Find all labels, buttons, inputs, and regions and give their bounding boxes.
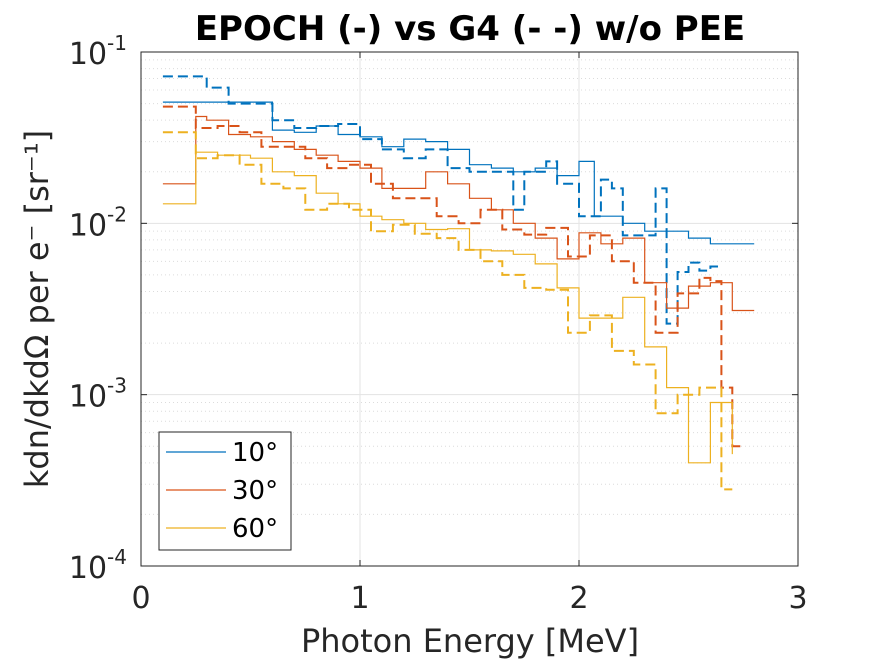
series-epoch-4 [162, 151, 733, 464]
legend: 10° 30° 60° [158, 431, 292, 551]
plot-frame [140, 51, 799, 567]
x-tick-label: 2 [569, 581, 588, 616]
series-epoch-0 [162, 101, 755, 245]
y-tick-label: 10-4 [69, 545, 127, 586]
legend-label: 10° [232, 438, 278, 468]
y-tick-labels: 10-4 10-3 10-2 10-1 [69, 31, 127, 586]
series-g4-1 [162, 75, 722, 325]
legend-label: 30° [232, 476, 278, 506]
y-tick-label: 10-2 [69, 202, 127, 243]
ticks [140, 51, 799, 567]
x-tick-labels: 0 1 2 3 [131, 581, 807, 616]
series-g4-5 [162, 131, 733, 491]
chart-title: EPOCH (-) vs G4 (- -) w/o PEE [195, 9, 745, 49]
x-tick-label: 1 [350, 581, 369, 616]
y-axis-label: kdn/dkdΩ per e⁻ [sr⁻¹] [18, 130, 56, 488]
y-tick-label: 10-1 [69, 31, 127, 72]
series-layer [162, 75, 755, 491]
y-tick-label: 10-3 [69, 374, 127, 415]
x-axis-label: Photon Energy [MeV] [301, 622, 639, 660]
legend-label: 60° [232, 514, 278, 544]
x-tick-label: 3 [788, 581, 807, 616]
x-tick-label: 0 [131, 581, 150, 616]
series-g4-3 [162, 105, 744, 448]
